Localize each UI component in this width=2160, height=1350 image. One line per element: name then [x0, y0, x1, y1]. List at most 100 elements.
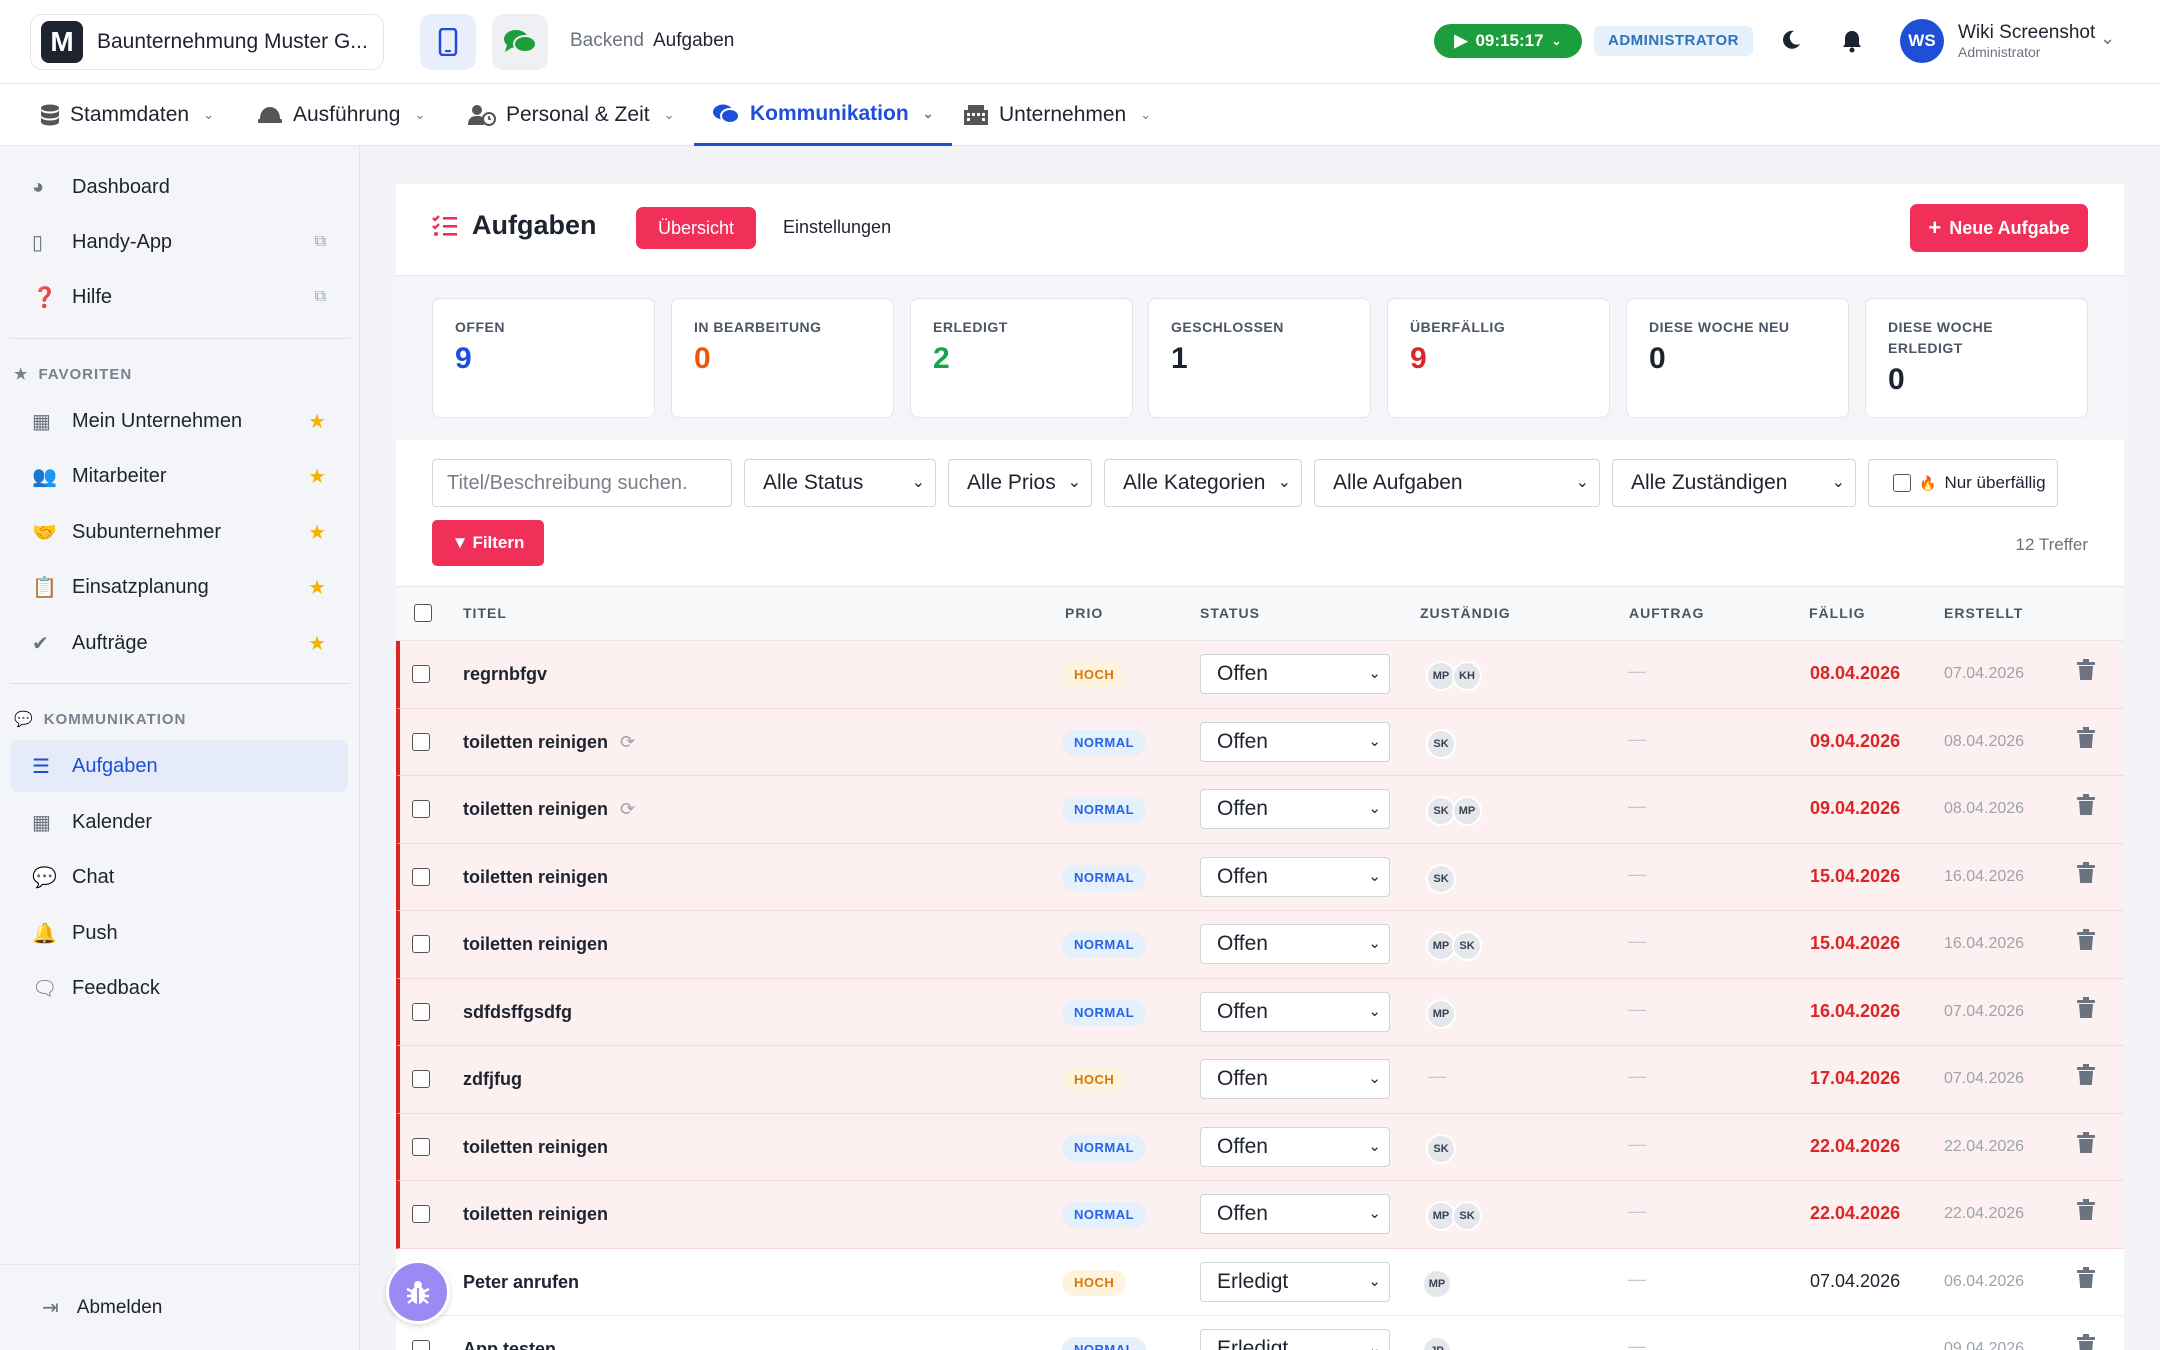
assignee-avatar[interactable]: SK [1426, 728, 1456, 759]
task-title[interactable]: Peter anrufen [463, 1271, 580, 1292]
user-avatar[interactable]: WS [1900, 19, 1944, 63]
row-checkbox[interactable] [412, 867, 430, 886]
star-icon[interactable]: ★ [308, 521, 326, 544]
mobile-app-button[interactable] [420, 14, 476, 70]
assignee-avatar[interactable]: SK [1452, 1201, 1482, 1231]
sidebar-item-handy-app[interactable]: ▯ Handy-App ⧉ [10, 216, 348, 268]
table-row[interactable]: toiletten reinigen NORMAL Offen ⌄ MP SK — 22.04… [396, 1181, 2124, 1249]
task-title[interactable]: regrnbfgv [463, 664, 548, 684]
assignee-avatar[interactable]: MP [1426, 661, 1456, 691]
assignee-avatar[interactable]: MP [1426, 931, 1456, 961]
column-header[interactable]: AUFTRAG [1629, 605, 1705, 621]
status-select[interactable]: Alle Status ⌄ [744, 459, 936, 507]
sidebar-item-mein-unternehmen[interactable]: ▦ Mein Unternehmen ★ [10, 395, 348, 447]
search-input[interactable]: Titel/Beschreibung suchen. [432, 459, 732, 507]
status-select[interactable]: Erledigt ⌄ [1200, 1261, 1390, 1302]
trash-icon[interactable] [2076, 1334, 2096, 1350]
row-checkbox[interactable] [412, 1137, 430, 1156]
tasks-select[interactable]: Alle Aufgaben ⌄ [1314, 459, 1600, 507]
assignee-avatar[interactable]: MP [1426, 1201, 1456, 1231]
task-title[interactable]: zdfjfug [463, 1069, 522, 1089]
nav-stammdaten[interactable]: Stammdaten ⌄ [40, 84, 214, 146]
filter-button[interactable]: ▼ Filtern [432, 520, 544, 566]
status-select[interactable]: Erledigt ⌄ [1200, 1329, 1390, 1350]
row-checkbox[interactable] [412, 665, 430, 683]
star-icon[interactable]: ★ [308, 632, 326, 655]
sidebar-item-dashboard[interactable]: ◕ Dashboard [10, 161, 348, 213]
stat-card[interactable]: OFFEN 9 [432, 298, 655, 418]
table-row[interactable]: toiletten reinigen ⟳ NORMAL Offen ⌄ SK MP — 09.0… [396, 776, 2124, 844]
table-row[interactable]: toiletten reinigen NORMAL Offen ⌄ MP SK — 15.04… [396, 911, 2124, 979]
row-checkbox[interactable] [412, 935, 430, 953]
trash-icon[interactable] [2076, 1131, 2096, 1159]
status-select[interactable]: Offen ⌄ [1200, 924, 1390, 964]
status-select[interactable]: Offen ⌄ [1200, 1059, 1390, 1099]
assignee-avatar[interactable]: SK [1426, 1133, 1456, 1164]
table-row[interactable]: zdfjfug HOCH Offen ⌄ — — 17.04.2026 07.04.2026 [396, 1046, 2124, 1114]
star-icon[interactable]: ★ [308, 410, 326, 433]
stat-card[interactable]: ERLEDIGT 2 [910, 298, 1133, 418]
status-select[interactable]: Offen ⌄ [1200, 1194, 1390, 1234]
trash-icon[interactable] [2076, 794, 2096, 821]
task-title[interactable]: toiletten reinigen [463, 1136, 609, 1157]
overdue-checkbox[interactable] [1893, 474, 1911, 492]
sidebar-item-subunternehmer[interactable]: 🤝 Subunternehmer ★ [10, 506, 348, 558]
column-header[interactable]: ERSTELLT [1944, 605, 2024, 621]
row-checkbox[interactable] [412, 800, 430, 818]
tab-uebersicht[interactable]: Übersicht [636, 207, 757, 249]
assignee-avatar[interactable]: SK [1452, 931, 1482, 961]
trash-icon[interactable] [2076, 929, 2096, 956]
task-title[interactable]: sdfdsffgsdfg [463, 1001, 572, 1022]
table-row[interactable]: toiletten reinigen ⟳ NORMAL Offen ⌄ SK — 09.04.… [396, 708, 2124, 776]
assignee-avatar[interactable]: JP [1422, 1336, 1452, 1350]
table-row[interactable]: App testen NORMAL Erledigt⌄ JP — 09.04.2026 [396, 1316, 2124, 1350]
table-row[interactable]: regrnbfgv HOCH Offen ⌄ MP KH — 08.04.2026 07.04.… [396, 641, 2124, 709]
star-icon[interactable]: ★ [308, 465, 326, 488]
tab-einstellungen[interactable]: Einstellungen [783, 217, 892, 237]
task-title[interactable]: toiletten reinigen ⟳ [463, 799, 636, 819]
row-checkbox[interactable] [412, 1340, 430, 1350]
assignee-avatar[interactable]: MP [1452, 796, 1482, 826]
logout-button[interactable]: ⇥ Abmelden [0, 1264, 360, 1350]
breadcrumb-section[interactable]: Backend [570, 30, 644, 51]
column-header[interactable]: ZUSTÄNDIG [1420, 605, 1511, 621]
task-title[interactable]: toiletten reinigen [463, 1204, 609, 1224]
row-checkbox[interactable] [412, 1070, 430, 1088]
bug-report-button[interactable] [386, 1260, 450, 1324]
table-row[interactable]: toiletten reinigen NORMAL Offen ⌄ SK — 22.04.2… [396, 1113, 2124, 1181]
sidebar-item-push[interactable]: 🔔 Push [10, 907, 348, 959]
status-select[interactable]: Offen ⌄ [1200, 1126, 1390, 1167]
nav-ausfuehrung[interactable]: Ausführung ⌄ [257, 84, 425, 146]
task-title[interactable]: toiletten reinigen ⟳ [463, 731, 636, 752]
assignee-avatar[interactable]: MP [1426, 998, 1456, 1029]
sidebar-item-kalender[interactable]: ▦ Kalender [10, 796, 348, 848]
assignee-avatar[interactable]: MP [1422, 1268, 1452, 1299]
company-switcher[interactable]: M Baunternehmung Muster G... [30, 14, 384, 70]
user-menu-chevron-icon[interactable]: ⌄ [2100, 28, 2116, 48]
chat-button[interactable] [492, 14, 548, 70]
user-name[interactable]: Wiki Screenshot [1958, 22, 2096, 43]
table-row[interactable]: sdfdsffgsdfg NORMAL Offen ⌄ MP — 16.04.2026 07.… [396, 978, 2124, 1046]
task-title[interactable]: App testen [463, 1339, 557, 1350]
stat-card[interactable]: IN BEARBEITUNG 0 [671, 298, 894, 418]
table-row[interactable]: toiletten reinigen NORMAL Offen ⌄ SK — 15.04.2… [396, 843, 2124, 911]
moon-icon[interactable] [1780, 29, 1802, 51]
sidebar-item-auftraege[interactable]: ✔ Aufträge ★ [10, 617, 348, 669]
status-select[interactable]: Offen ⌄ [1200, 856, 1390, 897]
trash-icon[interactable] [2076, 996, 2096, 1024]
trash-icon[interactable] [2076, 1064, 2096, 1091]
sidebar-item-mitarbeiter[interactable]: 👥 Mitarbeiter ★ [10, 450, 348, 502]
category-select[interactable]: Alle Kategorien ⌄ [1104, 459, 1302, 507]
trash-icon[interactable] [2076, 659, 2096, 686]
bell-icon[interactable] [1841, 29, 1863, 53]
stat-card[interactable]: DIESE WOCHE NEU 0 [1626, 298, 1849, 418]
prio-select[interactable]: Alle Prios ⌄ [948, 459, 1092, 507]
trash-icon[interactable] [2076, 1266, 2096, 1294]
status-select[interactable]: Offen ⌄ [1200, 991, 1390, 1032]
sidebar-item-aufgaben[interactable]: ☰ Aufgaben [10, 740, 348, 792]
assignee-avatar[interactable]: KH [1452, 661, 1482, 691]
stat-card[interactable]: DIESE WOCHE ERLEDIGT 0 [1865, 298, 2088, 418]
overdue-only-toggle[interactable]: 🔥 Nur überfällig [1868, 459, 2058, 507]
status-select[interactable]: Offen ⌄ [1200, 654, 1390, 694]
row-checkbox[interactable] [412, 1205, 430, 1223]
